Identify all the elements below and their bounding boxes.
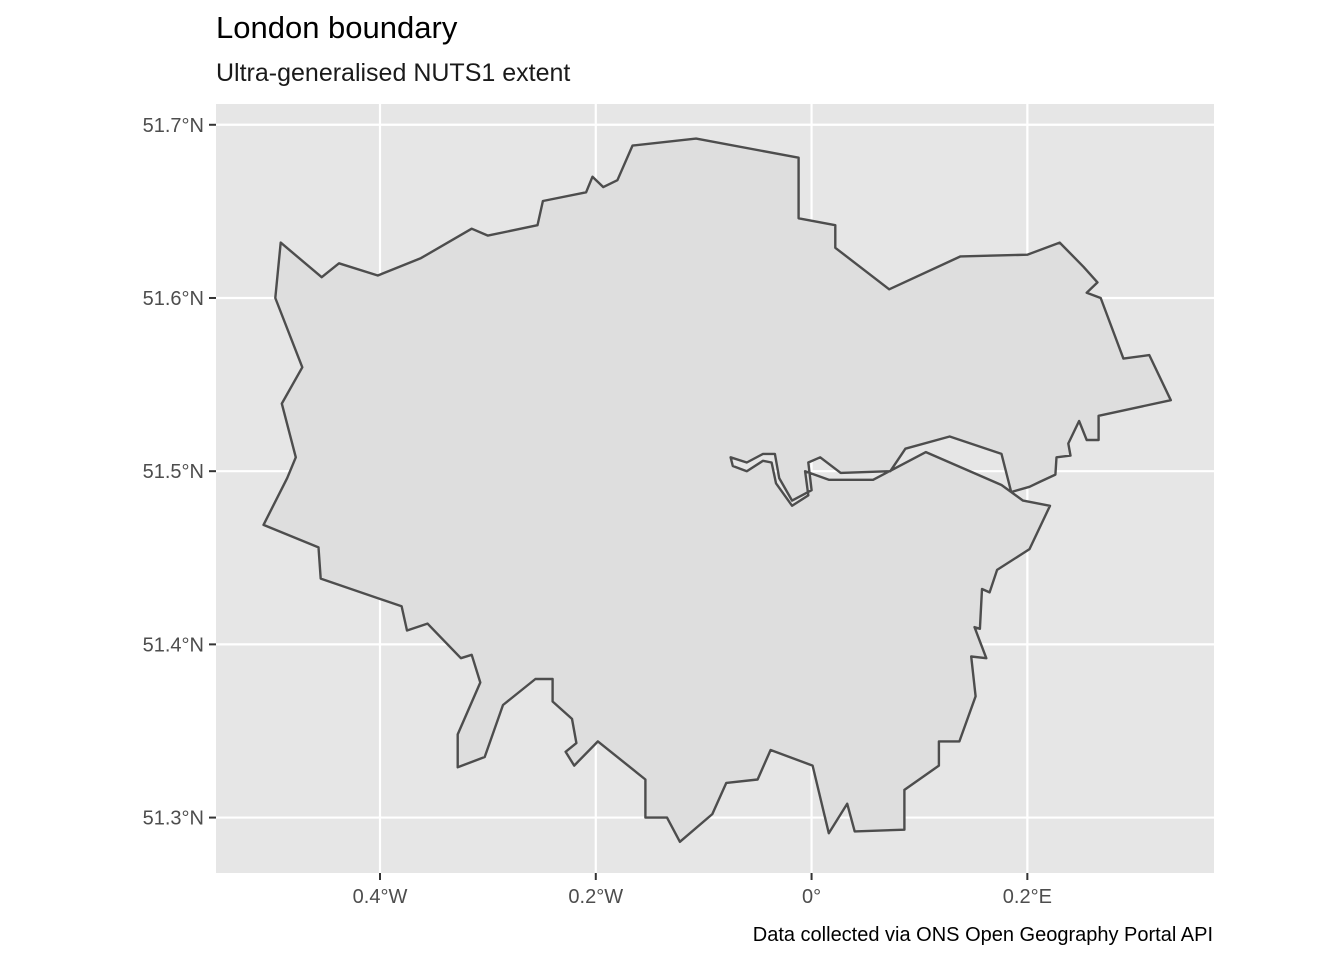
- y-tick-label: 51.3°N: [143, 808, 204, 830]
- y-tick-label: 51.5°N: [143, 461, 204, 483]
- y-tick-label: 51.6°N: [143, 288, 204, 310]
- x-tick-label: 0°: [802, 886, 821, 908]
- x-tick-label: 0.2°W: [568, 886, 623, 908]
- y-axis: 51.7°N 51.6°N 51.5°N 51.4°N 51.3°N: [143, 115, 216, 830]
- x-axis: 0.4°W 0.2°W 0° 0.2°E: [353, 873, 1052, 908]
- map-subtitle: Ultra-generalised NUTS1 extent: [216, 59, 570, 87]
- x-tick-label: 0.4°W: [353, 886, 408, 908]
- map-caption: Data collected via ONS Open Geography Po…: [753, 924, 1213, 946]
- y-tick-label: 51.7°N: [143, 115, 204, 137]
- london-region-outline: [262, 137, 1172, 843]
- y-tick-label: 51.4°N: [143, 634, 204, 656]
- x-tick-label: 0.2°E: [1003, 886, 1052, 908]
- map-title: London boundary: [216, 10, 458, 45]
